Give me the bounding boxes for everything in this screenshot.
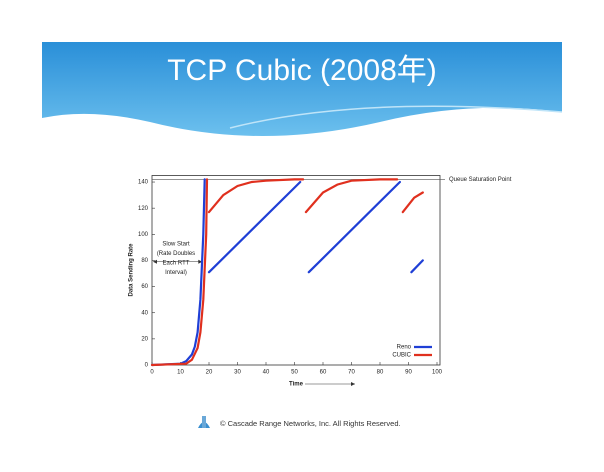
x-tick-label: 20 xyxy=(206,370,213,376)
y-tick-label: 0 xyxy=(145,363,149,369)
footer-text: © Cascade Range Networks, Inc. All Right… xyxy=(220,419,401,428)
chart: 0 20 40 60 80 100 120 140 0 10 20 30 40 50 60 70 80 90 100… xyxy=(129,175,512,388)
x-tick-label: 40 xyxy=(263,370,270,376)
y-tick-label: 120 xyxy=(138,206,149,212)
y-tick-label: 140 xyxy=(138,180,149,186)
x-tick-label: 80 xyxy=(377,370,384,376)
header-band xyxy=(42,42,562,136)
slide-title: TCP Cubic (2008年) xyxy=(167,54,437,87)
y-tick-label: 20 xyxy=(141,336,148,342)
y-axis-label: Data Sending Rate xyxy=(129,243,135,297)
x-tick-label: 70 xyxy=(348,370,355,376)
x-tick-label: 50 xyxy=(291,370,298,376)
header-wave xyxy=(229,105,563,129)
legend-label: CUBIC xyxy=(392,353,411,359)
y-tick-label: 40 xyxy=(141,310,148,316)
x-tick-label: 0 xyxy=(150,370,154,376)
annotation: (Rate Doubles xyxy=(157,251,195,257)
y-tick-label: 60 xyxy=(141,284,148,290)
series-line xyxy=(150,178,424,367)
series-line xyxy=(150,178,424,367)
x-tick-label: 10 xyxy=(177,370,184,376)
footer-icon xyxy=(198,416,210,428)
plot-frame xyxy=(151,175,441,366)
x-tick-label: 100 xyxy=(432,370,443,376)
annotation: Slow Start xyxy=(162,242,190,248)
annotation: Each RTT xyxy=(163,261,190,267)
x-tick-label: 90 xyxy=(405,370,412,376)
x-tick-label: 30 xyxy=(234,370,241,376)
y-tick-label: 80 xyxy=(141,258,148,264)
y-tick-label: 100 xyxy=(138,232,149,238)
x-axis-label: Time xyxy=(289,382,304,388)
x-tick-label: 60 xyxy=(320,370,327,376)
x-axis-arrowhead xyxy=(351,382,355,386)
legend-label: Reno xyxy=(397,345,412,351)
reference-label: Queue Saturation Point xyxy=(449,177,512,183)
annotation: Interval) xyxy=(165,270,187,276)
